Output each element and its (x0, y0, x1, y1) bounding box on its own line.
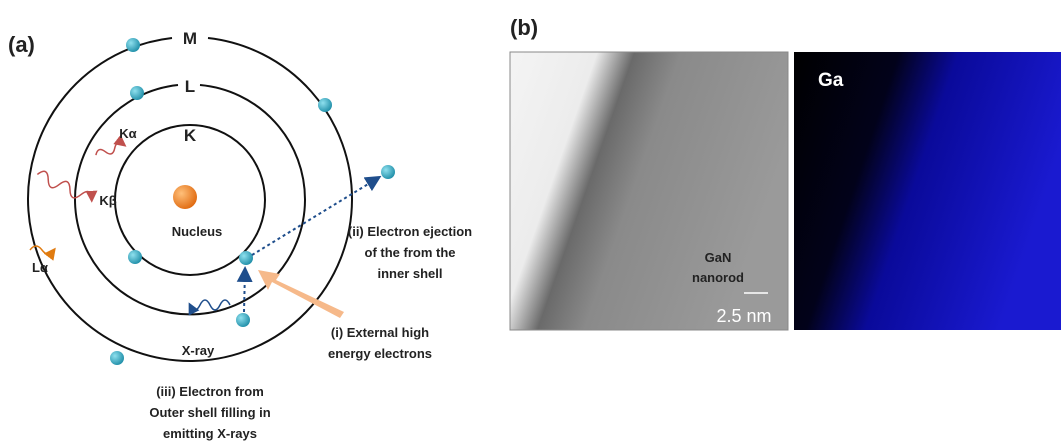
electron (318, 98, 332, 112)
figure: (a) K L M Nucleus Kα Kβ Lα X-ray (ii) El… (0, 0, 1061, 441)
fill-arrow (244, 270, 245, 312)
electron (110, 351, 124, 365)
shell-label: M (183, 29, 197, 48)
annotation: (ii) Electron ejection of the from the i… (348, 224, 472, 281)
scale-bar-label: 2.5 nm (716, 306, 771, 326)
emission-label: Kβ (99, 193, 116, 208)
electron (381, 165, 395, 179)
annotation-line: (i) External high (331, 325, 429, 340)
electron (126, 38, 140, 52)
nucleus-label: Nucleus (172, 224, 223, 239)
ejection-arrow (252, 178, 378, 255)
panel-label: (a) (8, 32, 35, 57)
emission-label: Lα (32, 260, 48, 275)
annotation-line: (iii) Electron from (156, 384, 264, 399)
annotation-line: (ii) Electron ejection (348, 224, 472, 239)
tem-image (510, 52, 788, 330)
electron (236, 313, 250, 327)
annotation-line: inner shell (377, 266, 442, 281)
emission-label: Kα (119, 126, 136, 141)
shell-label: K (184, 126, 197, 145)
xray-label: X-ray (182, 343, 215, 358)
electron (128, 250, 142, 264)
image-caption: GaN (705, 250, 732, 265)
electron (239, 251, 253, 265)
eds-map (794, 52, 1061, 330)
nucleus (173, 185, 197, 209)
electron (130, 86, 144, 100)
map-label: Ga (818, 70, 844, 91)
annotation: (iii) Electron from Outer shell filling … (149, 384, 270, 441)
annotation-line: energy electrons (328, 346, 432, 361)
annotation-line: Outer shell filling in (149, 405, 270, 420)
annotation-line: of the from the (365, 245, 456, 260)
shell-label: L (185, 77, 195, 96)
panel-label: (b) (510, 15, 538, 40)
image-caption: nanorod (692, 270, 744, 285)
annotation: (i) External high energy electrons (328, 325, 432, 361)
annotation-line: emitting X-rays (163, 426, 257, 441)
